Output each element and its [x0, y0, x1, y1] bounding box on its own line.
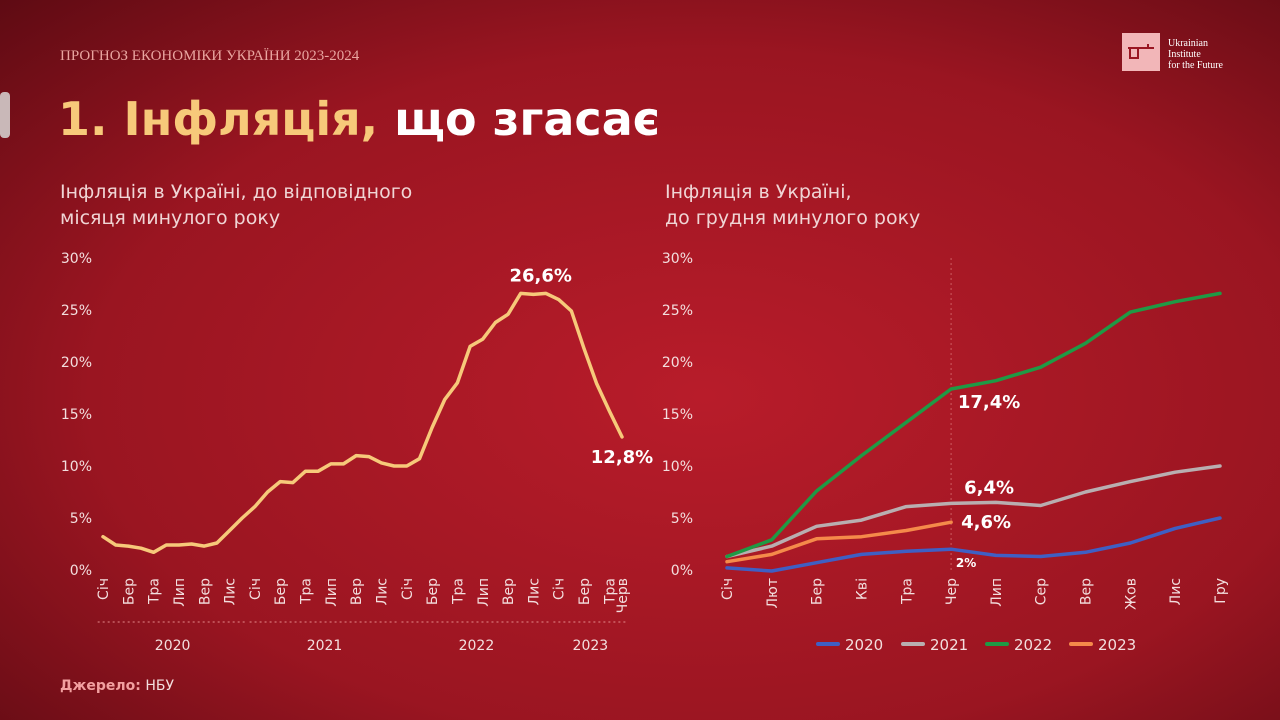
x-tick-label: Тра	[450, 578, 466, 605]
x-tick-label: Черв	[615, 578, 631, 613]
group-label: 2023	[573, 638, 609, 654]
y-tick-label: 15%	[61, 407, 92, 423]
x-tick-label: Тра	[899, 578, 915, 605]
x-tick-label: Гру	[1213, 578, 1229, 604]
x-tick-label: Лис	[223, 578, 239, 605]
y-tick-label: 25%	[662, 303, 693, 319]
title-rest: що згасає	[394, 92, 660, 146]
x-tick-label: Лип	[476, 578, 492, 607]
legend-label: 2023	[1098, 636, 1136, 654]
chart-title: Інфляція в Україні, до відповідного	[60, 181, 412, 203]
data-label: 2%	[956, 556, 976, 570]
x-tick-label: Тра	[602, 578, 618, 605]
chart-title: до грудня минулого року	[665, 207, 920, 229]
logo-text: Ukrainian	[1168, 38, 1208, 49]
x-tick-label: Тра	[147, 578, 163, 605]
x-tick-label: Вер	[197, 578, 213, 605]
y-tick-label: 10%	[662, 459, 693, 475]
x-tick-label: Бер	[810, 578, 826, 605]
x-tick-label: Вер	[349, 578, 365, 605]
y-tick-label: 10%	[61, 459, 92, 475]
slide-subtitle: ПРОГНОЗ ЕКОНОМІКИ УКРАЇНИ 2023-2024	[60, 47, 360, 64]
data-label: 17,4%	[958, 392, 1020, 413]
x-tick-label: Вер	[1079, 578, 1095, 605]
data-label: 6,4%	[964, 477, 1014, 498]
x-tick-label: Чер	[944, 578, 960, 605]
y-tick-label: 5%	[671, 511, 693, 527]
line	[101, 291, 624, 555]
x-tick-label: Лип	[172, 578, 188, 607]
side-tab	[0, 92, 10, 138]
x-tick-label: Лис	[374, 578, 390, 605]
x-tick-label: Січ	[720, 578, 736, 600]
x-tick-label: Бер	[273, 578, 289, 605]
logo-mark	[1122, 33, 1160, 71]
x-tick-label: Січ	[400, 578, 416, 600]
chart-title: місяця минулого року	[60, 207, 280, 229]
line	[725, 516, 1222, 573]
x-tick-label: Вер	[501, 578, 517, 605]
logo-text: Institute	[1168, 49, 1201, 60]
y-tick-label: 30%	[61, 251, 92, 267]
x-tick-label: Тра	[299, 578, 315, 605]
line	[725, 291, 1222, 559]
x-tick-label: Бер	[577, 578, 593, 605]
x-tick-label: Лип	[324, 578, 340, 607]
group-label: 2021	[307, 638, 343, 654]
x-tick-label: Лют	[765, 578, 781, 608]
y-tick-label: 25%	[61, 303, 92, 319]
group-label: 2022	[459, 638, 495, 654]
y-tick-label: 20%	[61, 355, 92, 371]
y-tick-label: 0%	[671, 563, 693, 579]
logo-icon	[1128, 44, 1154, 59]
x-tick-label: Лип	[989, 578, 1005, 607]
x-tick-label: Сер	[1034, 578, 1050, 605]
x-tick-label: Бер	[121, 578, 137, 605]
source-label: Джерело:	[60, 678, 141, 694]
logo-text: for the Future	[1168, 60, 1224, 71]
title-highlight: 1. Інфляція,	[58, 92, 378, 146]
chart-title: Інфляція в Україні,	[665, 181, 852, 203]
x-tick-label: Січ	[96, 578, 112, 600]
y-tick-label: 5%	[70, 511, 92, 527]
x-tick-label: Лис	[1168, 578, 1184, 605]
group-label: 2020	[155, 638, 191, 654]
source: Джерело: НБУ	[60, 678, 174, 694]
legend-label: 2021	[930, 636, 968, 654]
line	[725, 464, 1222, 559]
legend-label: 2022	[1014, 636, 1052, 654]
y-tick-label: 15%	[662, 407, 693, 423]
x-tick-label: Жов	[1123, 578, 1139, 610]
data-label: 12,8%	[591, 447, 653, 468]
x-tick-label: Січ	[248, 578, 264, 600]
y-tick-label: 0%	[70, 563, 92, 579]
data-label: 4,6%	[961, 512, 1011, 533]
legend-label: 2020	[845, 636, 883, 654]
x-tick-label: Січ	[552, 578, 568, 600]
line	[725, 520, 953, 564]
source-text: НБУ	[145, 678, 174, 694]
x-tick-label: Бер	[425, 578, 441, 605]
slide-title: 1. Інфляція, що згасає	[58, 92, 660, 146]
x-tick-label: Лис	[526, 578, 542, 605]
data-label: 26,6%	[510, 265, 572, 286]
y-tick-label: 30%	[662, 251, 693, 267]
x-tick-label: Кві	[854, 578, 870, 600]
y-tick-label: 20%	[662, 355, 693, 371]
